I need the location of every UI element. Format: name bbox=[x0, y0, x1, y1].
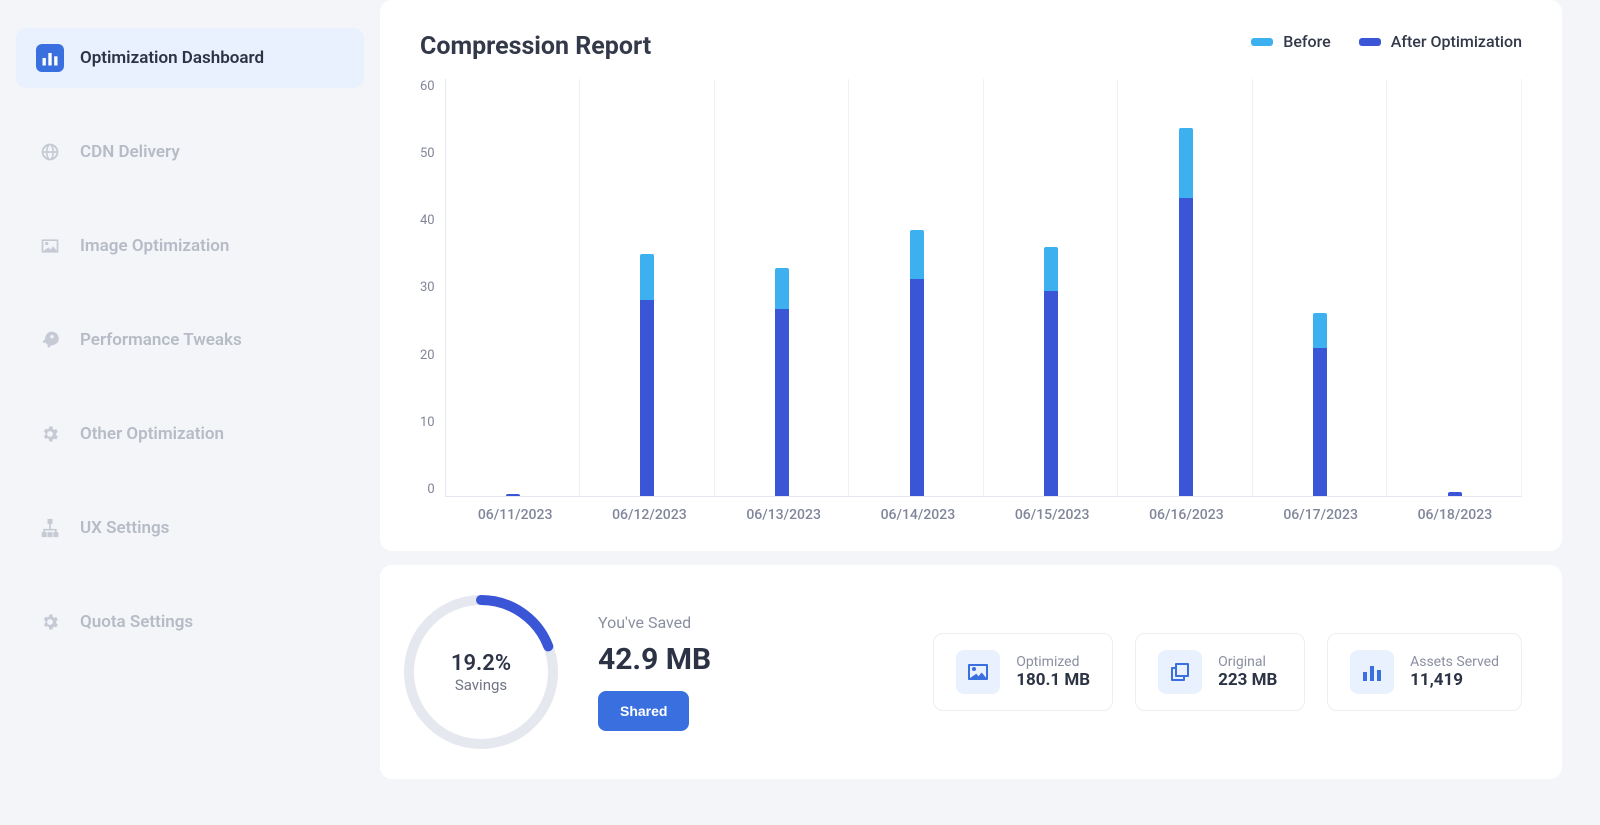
sidebar-item-label: UX Settings bbox=[80, 518, 169, 538]
bar-chart-icon bbox=[36, 44, 64, 72]
chart-bar bbox=[1179, 128, 1193, 496]
x-tick: 06/18/2023 bbox=[1388, 507, 1522, 523]
chart-bar bbox=[640, 254, 654, 496]
stat-tiles: Optimized180.1 MB Original223 MB Assets Se… bbox=[933, 633, 1522, 711]
image-icon bbox=[36, 232, 64, 260]
image-icon bbox=[956, 650, 1000, 694]
saved-value: 42.9 MB bbox=[598, 642, 711, 677]
legend-before: Before bbox=[1251, 32, 1330, 51]
stat-tile-optimized: Optimized180.1 MB bbox=[933, 633, 1113, 711]
x-tick: 06/14/2023 bbox=[851, 507, 985, 523]
savings-donut: 19.2% Savings bbox=[396, 587, 566, 757]
y-tick: 60 bbox=[420, 79, 435, 94]
x-tick: 06/12/2023 bbox=[582, 507, 716, 523]
y-tick: 30 bbox=[420, 280, 435, 295]
y-tick: 50 bbox=[420, 146, 435, 161]
main-content: Compression Report Before After Optimiza… bbox=[380, 0, 1600, 825]
sidebar-item-image-optimization[interactable]: Image Optimization bbox=[16, 216, 364, 276]
chart-bar bbox=[1044, 247, 1058, 496]
sidebar-item-label: Image Optimization bbox=[80, 236, 229, 256]
chart-legend: Before After Optimization bbox=[1251, 32, 1522, 51]
tile-label: Original bbox=[1218, 654, 1277, 670]
chart-bar bbox=[910, 230, 924, 496]
sidebar-item-ux-settings[interactable]: UX Settings bbox=[16, 498, 364, 558]
legend-swatch-after bbox=[1359, 38, 1381, 46]
savings-percent-label: Savings bbox=[455, 676, 507, 694]
sidebar-item-other-optimization[interactable]: Other Optimization bbox=[16, 404, 364, 464]
saved-label: You've Saved bbox=[598, 613, 711, 632]
sidebar-item-quota-settings[interactable]: Quota Settings bbox=[16, 592, 364, 652]
saved-block: You've Saved 42.9 MB Shared bbox=[598, 613, 711, 731]
tile-value: 180.1 MB bbox=[1016, 670, 1090, 690]
chart-plot bbox=[445, 79, 1522, 497]
gear-icon bbox=[36, 608, 64, 636]
bar-chart-icon bbox=[1350, 650, 1394, 694]
chart-title: Compression Report bbox=[420, 32, 651, 61]
sitemap-icon bbox=[36, 514, 64, 542]
sidebar-item-label: Performance Tweaks bbox=[80, 330, 242, 350]
legend-before-label: Before bbox=[1283, 32, 1330, 51]
savings-percent: 19.2% bbox=[451, 651, 511, 676]
sidebar-item-label: Quota Settings bbox=[80, 612, 193, 632]
sidebar-item-performance-tweaks[interactable]: Performance Tweaks bbox=[16, 310, 364, 370]
compression-report-card: Compression Report Before After Optimiza… bbox=[380, 0, 1562, 551]
tile-label: Optimized bbox=[1016, 654, 1090, 670]
chart-bar bbox=[506, 494, 520, 496]
x-tick: 06/17/2023 bbox=[1254, 507, 1388, 523]
chart-bar bbox=[1448, 492, 1462, 496]
tile-value: 11,419 bbox=[1410, 670, 1499, 690]
sidebar-item-optimization-dashboard[interactable]: Optimization Dashboard bbox=[16, 28, 364, 88]
sidebar-item-label: Optimization Dashboard bbox=[80, 48, 264, 68]
y-axis: 60 50 40 30 20 10 0 bbox=[420, 79, 445, 497]
y-tick: 20 bbox=[420, 348, 435, 363]
tile-value: 223 MB bbox=[1218, 670, 1277, 690]
shared-button[interactable]: Shared bbox=[598, 691, 689, 731]
x-tick: 06/13/2023 bbox=[717, 507, 851, 523]
legend-swatch-before bbox=[1251, 38, 1273, 46]
y-tick: 40 bbox=[420, 213, 435, 228]
chart-area: 60 50 40 30 20 10 0 bbox=[420, 79, 1522, 497]
chart-bar bbox=[775, 268, 789, 497]
y-tick: 0 bbox=[427, 482, 434, 497]
sidebar: Optimization Dashboard CDN Delivery Image … bbox=[0, 0, 380, 825]
rocket-icon bbox=[36, 326, 64, 354]
globe-icon bbox=[36, 138, 64, 166]
image-swap-icon bbox=[1158, 650, 1202, 694]
x-tick: 06/15/2023 bbox=[985, 507, 1119, 523]
stat-tile-original: Original223 MB bbox=[1135, 633, 1305, 711]
x-tick: 06/16/2023 bbox=[1119, 507, 1253, 523]
sidebar-item-label: CDN Delivery bbox=[80, 142, 180, 162]
savings-card: 19.2% Savings You've Saved 42.9 MB Share… bbox=[380, 565, 1562, 779]
gear-icon bbox=[36, 420, 64, 448]
stat-tile-assets-served: Assets Served11,419 bbox=[1327, 633, 1522, 711]
legend-after-label: After Optimization bbox=[1391, 32, 1522, 51]
tile-label: Assets Served bbox=[1410, 654, 1499, 670]
chart-bar bbox=[1313, 313, 1327, 496]
sidebar-item-cdn-delivery[interactable]: CDN Delivery bbox=[16, 122, 364, 182]
legend-after: After Optimization bbox=[1359, 32, 1522, 51]
y-tick: 10 bbox=[420, 415, 435, 430]
x-axis: 06/11/202306/12/202306/13/202306/14/2023… bbox=[448, 507, 1522, 523]
x-tick: 06/11/2023 bbox=[448, 507, 582, 523]
sidebar-item-label: Other Optimization bbox=[80, 424, 224, 444]
